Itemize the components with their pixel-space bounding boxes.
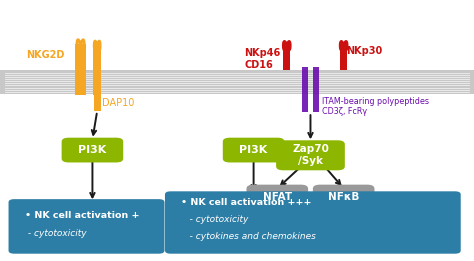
FancyBboxPatch shape — [75, 69, 86, 95]
Text: NFκB: NFκB — [328, 192, 359, 202]
FancyBboxPatch shape — [223, 138, 284, 162]
FancyBboxPatch shape — [62, 138, 123, 162]
FancyBboxPatch shape — [0, 70, 474, 94]
Text: - cytotoxicity: - cytotoxicity — [25, 229, 86, 238]
FancyBboxPatch shape — [276, 140, 345, 170]
FancyBboxPatch shape — [9, 199, 164, 254]
Text: - cytokines and chemokines: - cytokines and chemokines — [181, 232, 316, 241]
Text: ITAM-bearing polypeptides
CD3ζ, FcRγ: ITAM-bearing polypeptides CD3ζ, FcRγ — [322, 97, 429, 116]
Text: NKp46
CD16: NKp46 CD16 — [244, 48, 280, 70]
Text: Zap70
/Syk: Zap70 /Syk — [292, 145, 329, 166]
Text: • NK cell activation +++: • NK cell activation +++ — [181, 198, 311, 207]
FancyBboxPatch shape — [165, 191, 461, 254]
Text: PI3K: PI3K — [239, 145, 268, 155]
FancyBboxPatch shape — [75, 44, 86, 70]
FancyBboxPatch shape — [340, 46, 347, 70]
FancyBboxPatch shape — [313, 185, 374, 209]
FancyBboxPatch shape — [93, 46, 101, 70]
FancyBboxPatch shape — [313, 67, 319, 112]
FancyBboxPatch shape — [93, 69, 101, 95]
Text: NFAT: NFAT — [263, 192, 292, 202]
Text: NKp30: NKp30 — [346, 46, 382, 56]
Text: NKG2D: NKG2D — [26, 50, 64, 60]
Text: DAP10: DAP10 — [102, 98, 134, 108]
FancyBboxPatch shape — [94, 94, 100, 111]
Text: - cytotoxicity: - cytotoxicity — [181, 215, 248, 224]
Text: • NK cell activation +: • NK cell activation + — [25, 211, 139, 220]
Text: PI3K: PI3K — [78, 145, 107, 155]
FancyBboxPatch shape — [246, 185, 308, 209]
FancyBboxPatch shape — [302, 67, 308, 112]
FancyBboxPatch shape — [283, 46, 290, 70]
